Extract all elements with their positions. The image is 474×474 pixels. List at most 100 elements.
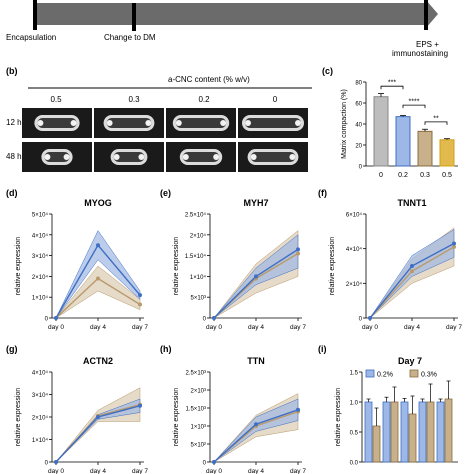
y-tick-label: 0 (359, 165, 363, 171)
post-right (295, 120, 301, 126)
panel-b-letter: (b) (6, 66, 18, 76)
y-tick-label: 2×10⁴ (190, 232, 207, 239)
charts: 0 20 40 60 80 Matrix compaction (%) 0 0.2 0.3 0.5… (15, 80, 462, 474)
x-tick-label: day 4 (248, 468, 264, 474)
timeline-arrowhead (426, 0, 438, 28)
legend-swatch (365, 369, 375, 378)
y-tick-label: 5×10⁴ (32, 212, 49, 219)
x-tick-label: day 0 (362, 324, 378, 331)
y-tick-label: 1×10⁴ (32, 437, 49, 444)
data-point (296, 247, 300, 252)
chart-g: 0 1×10⁴ 2×10⁴ 3×10⁴ 4×10⁴ relative expression… (15, 356, 148, 474)
bar (408, 413, 417, 463)
post-left (106, 120, 113, 126)
y-tick-label: 4×10⁴ (346, 246, 363, 253)
y-tick-label: 1.5×10³ (185, 407, 206, 413)
y-tick-label: 2×10⁴ (346, 281, 363, 288)
significance-label: ** (433, 115, 439, 122)
tissue-core (113, 152, 145, 162)
y-tick-label: 80 (355, 81, 362, 87)
y-tick-label: 3×10⁴ (32, 253, 49, 260)
micrograph-1-1 (94, 142, 164, 172)
panel-i-letter: (i) (318, 344, 327, 354)
tissue-core (175, 118, 227, 128)
y-axis-label: relative expression (173, 388, 180, 446)
x-tick-label: day 7 (446, 324, 462, 331)
data-point (254, 274, 258, 279)
tissue-core (37, 118, 77, 128)
post-right (70, 120, 77, 126)
timeline-label-encapsulation: Encapsulation (6, 33, 56, 42)
y-tick-label: 1.0 (350, 401, 359, 407)
y-tick-label: 0.5 (350, 431, 359, 437)
legend-swatch (409, 369, 419, 378)
y-tick-label: 0 (203, 317, 207, 323)
y-tick-label: 4×10⁴ (32, 370, 49, 377)
y-tick-label: 1.5 (350, 371, 359, 377)
timeline-tick-end (424, 0, 428, 30)
chart-title: ACTN2 (83, 356, 113, 366)
panel-d-letter: (d) (6, 188, 18, 198)
bar (436, 401, 445, 463)
x-tick-label: day 4 (404, 324, 420, 331)
y-tick-label: 1×10⁴ (32, 295, 49, 302)
y-axis-label: relative expression (335, 388, 342, 446)
data-point (96, 415, 100, 419)
micrograph-0-0 (22, 108, 92, 138)
data-point (368, 316, 372, 320)
timeline-tick-mid (132, 3, 136, 31)
panel-h-letter: (h) (160, 344, 172, 354)
data-point (452, 241, 456, 246)
timeline: Encapsulation Change to DM EPS + immunos… (6, 0, 448, 58)
post-left (37, 120, 44, 126)
x-tick-label: day 0 (48, 324, 64, 331)
data-point (452, 244, 456, 249)
bar (400, 401, 409, 463)
chart-c: 0 20 40 60 80 Matrix compaction (%) 0 0.2 0.3 0.5… (341, 80, 458, 179)
x-tick-label: 0 (379, 172, 383, 179)
bar (439, 139, 455, 167)
tissue-core (106, 118, 152, 128)
data-point (96, 243, 100, 248)
data-point (296, 251, 300, 256)
panel-f-letter: (f) (318, 188, 327, 198)
micrograph-grid (22, 108, 308, 172)
panel-c-letter: (c) (322, 66, 333, 76)
y-tick-label: 0 (45, 461, 49, 467)
legend-label: 0.2% (377, 372, 393, 379)
data-point (296, 407, 300, 412)
y-tick-label: 6×10⁴ (346, 212, 363, 219)
x-tick-label: day 7 (132, 324, 148, 331)
x-tick-label: day 7 (132, 468, 148, 474)
timeline-tick-start (33, 0, 37, 30)
x-tick-label: day 4 (90, 468, 106, 474)
post-left (113, 154, 120, 160)
x-tick-label: day 0 (206, 468, 222, 474)
panel-g-letter: (g) (6, 344, 18, 354)
chart-d: 0 1×10⁴ 2×10⁴ 3×10⁴ 4×10⁴ 5×10⁴ relative expre… (15, 198, 148, 331)
series-band (55, 387, 141, 463)
y-tick-label: 0 (45, 317, 49, 323)
bar (390, 401, 399, 463)
data-point (212, 460, 216, 464)
data-point (254, 422, 258, 427)
chart-e: 0 5×10³ 1×10⁴ 1.5×10⁴ 2×10⁴ 2.5×10⁴ relative e… (173, 198, 306, 331)
bar (418, 401, 427, 463)
post-right (289, 154, 296, 160)
x-tick-label: 0.3 (420, 172, 430, 179)
bar (444, 398, 453, 463)
y-tick-label: 60 (355, 102, 362, 108)
x-tick-label: day 0 (206, 324, 222, 331)
y-tick-label: 2×10³ (190, 389, 206, 395)
x-tick-label: 0.5 (442, 172, 452, 179)
panel-b-header: a-CNC content (% w/v) (168, 75, 250, 84)
tissue-core (182, 152, 220, 162)
significance-bracket (424, 121, 448, 125)
chart-title: TNNT1 (398, 198, 427, 208)
data-point (212, 316, 216, 320)
bar (426, 401, 435, 463)
micrograph-1-2 (166, 142, 236, 172)
panel-b-col-0.5: 0.5 (50, 95, 62, 104)
post-left (250, 154, 257, 160)
significance-label: **** (409, 99, 420, 106)
